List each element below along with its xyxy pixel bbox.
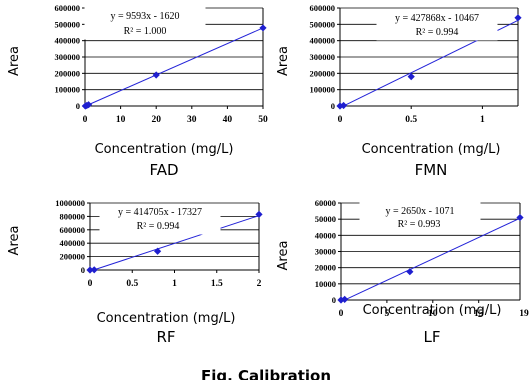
y-tick-label: 60000 (315, 198, 336, 208)
data-point-fmn-1 (339, 101, 348, 110)
x-axis-label: Concentration (mg/L) (363, 303, 502, 318)
data-point-lf-3 (516, 213, 524, 222)
r-squared: R² = 0.993 (398, 219, 441, 230)
chart-panel-fad: 0 100000 200000 300000 400000 500000 600000 0 10… (7, 3, 268, 179)
y-tick-label: 600000 (55, 3, 81, 13)
x-tick-label: 0 (88, 279, 93, 289)
y-tick-label: 200000 (60, 252, 86, 262)
fit-line-rf (93, 215, 260, 271)
equation-box-fmn (376, 9, 498, 41)
data-point-lf-2 (406, 268, 414, 276)
r-squared: R² = 0.994 (137, 221, 180, 232)
y-tick-label: 0 (332, 295, 336, 305)
x-tick-label: 2 (257, 279, 262, 289)
x-tick-label: 19 (519, 309, 529, 319)
y-tick-label: 400000 (60, 238, 86, 248)
y-tick-label: 400000 (310, 36, 336, 46)
data-point-fmn-2 (407, 73, 415, 81)
y-tick-label: 50000 (315, 214, 336, 224)
chart-panel-lf: 0 10000 20000 30000 40000 50000 60000 0 5 10 15 19 y… (276, 198, 529, 346)
chart-panel-fmn: 0 100000 200000 300000 400000 500000 600000 0 0.… (276, 3, 522, 179)
y-axis-label: Area (276, 241, 291, 271)
y-tick-label: 200000 (55, 68, 81, 78)
r-squared: R² = 1.000 (124, 26, 167, 37)
y-axis-label: Area (7, 226, 22, 256)
x-tick-label: 15 (474, 309, 484, 319)
x-tick-label: 10 (116, 115, 126, 125)
x-tick-label: 0 (83, 115, 88, 125)
data-point-rf-0 (86, 266, 94, 274)
x-tick-label: 5 (385, 309, 390, 319)
r-squared: R² = 0.994 (416, 27, 459, 38)
data-point-rf-3 (255, 210, 263, 218)
equation-box-fad (84, 7, 206, 40)
y-tick-label: 400000 (55, 36, 81, 46)
panel-caption: LF (424, 328, 441, 346)
equation-box-lf (359, 202, 481, 233)
x-tick-label: 0.5 (405, 115, 417, 125)
y-tick-label: 0 (76, 101, 80, 111)
y-tick-label: 300000 (55, 52, 81, 62)
equation-box-rf (99, 203, 221, 235)
x-tick-label: 0.5 (126, 279, 138, 289)
data-point-lf-1 (341, 295, 349, 303)
y-tick-label: 100000 (310, 85, 336, 95)
x-tick-label: 0 (338, 115, 343, 125)
x-tick-label: 1 (172, 279, 177, 289)
y-tick-label: 200000 (310, 68, 336, 78)
panel-caption: FAD (149, 161, 178, 179)
y-tick-label: 0 (331, 101, 335, 111)
x-tick-label: 30 (187, 115, 197, 125)
y-tick-label: 30000 (315, 247, 336, 257)
y-tick-label: 100000 (55, 85, 81, 95)
panel-caption: RF (156, 328, 175, 346)
data-point-rf-2 (154, 247, 162, 255)
data-point-fad-3 (152, 71, 160, 79)
x-tick-label: 20 (151, 115, 161, 125)
y-tick-label: 800000 (60, 211, 86, 221)
x-tick-label: 0 (339, 309, 344, 319)
data-point-fmn-3 (514, 14, 522, 22)
y-axis-label: Area (276, 46, 291, 76)
fit-equation: y = 2650x - 1071 (386, 206, 455, 217)
x-tick-label: 10 (428, 309, 438, 319)
x-tick-label: 40 (223, 115, 233, 125)
fit-equation: y = 9593x - 1620 (111, 11, 180, 22)
data-point-rf-1 (90, 266, 98, 274)
data-point-fad-4 (259, 24, 267, 32)
fit-equation: y = 427868x - 10467 (395, 13, 479, 24)
y-tick-label: 0 (81, 265, 85, 275)
y-tick-label: 600000 (310, 3, 336, 13)
x-tick-label: 50 (258, 115, 268, 125)
x-axis-label: Concentration (mg/L) (362, 142, 501, 157)
x-axis-label: Concentration (mg/L) (97, 311, 236, 326)
fit-equation: y = 414705x - 17327 (118, 207, 202, 218)
y-tick-label: 500000 (55, 19, 81, 29)
panel-caption: FMN (415, 161, 448, 179)
y-tick-label: 10000 (315, 279, 336, 289)
y-tick-label: 300000 (310, 52, 336, 62)
y-axis-label: Area (7, 46, 22, 76)
figure-caption: Fig. Calibration (201, 367, 331, 380)
y-tick-label: 500000 (310, 19, 336, 29)
y-tick-label: 600000 (60, 225, 86, 235)
x-tick-label: 1 (480, 115, 485, 125)
fit-line-fad (85, 27, 264, 107)
data-point-fad-2 (84, 101, 93, 109)
y-tick-label: 1000000 (55, 198, 85, 208)
chart-panel-rf: 0 200000 400000 600000 800000 1000000 0 0.5 1 1.5… (7, 198, 263, 346)
y-tick-label: 20000 (315, 263, 336, 273)
x-tick-label: 1.5 (211, 279, 223, 289)
y-tick-label: 40000 (315, 230, 336, 240)
fit-line-lf (344, 217, 521, 301)
x-axis-label: Concentration (mg/L) (95, 142, 234, 157)
